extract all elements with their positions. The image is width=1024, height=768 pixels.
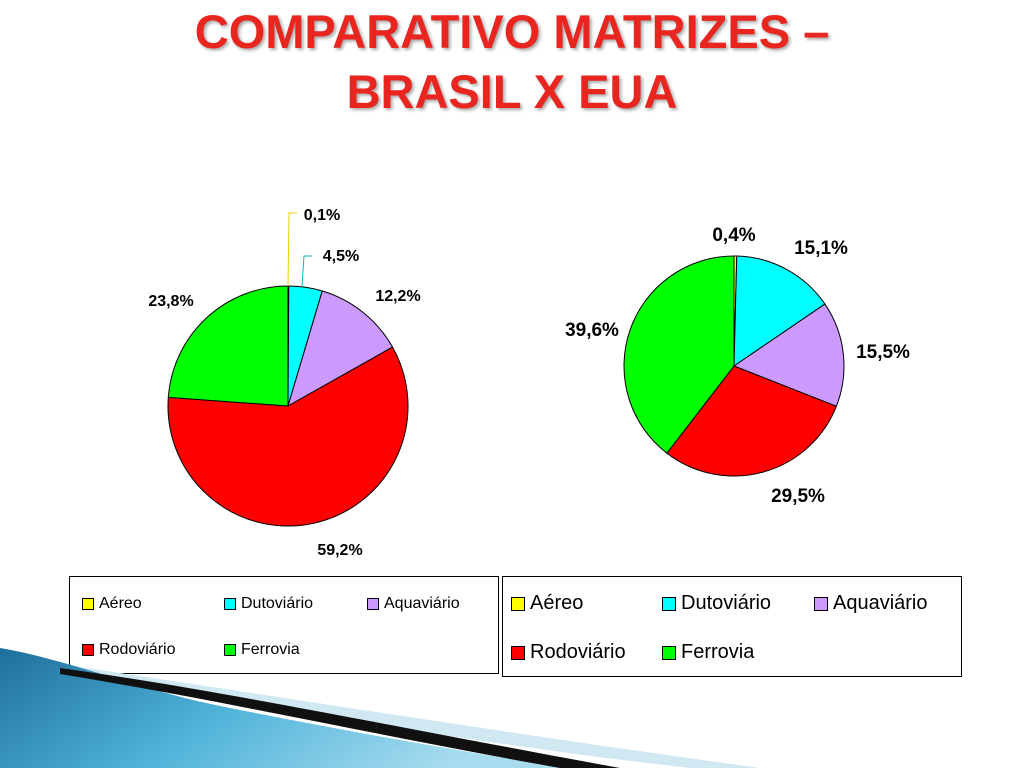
legend-item-aquaviario: Aquaviário [814, 592, 928, 615]
legend-item-rodoviario: Rodoviário [511, 641, 626, 664]
legend-swatch-aquaviario [367, 598, 379, 610]
legend-swatch-aereo [511, 596, 525, 611]
legend-brasil: Aéreo Dutoviário Aquaviário Rodoviário F… [69, 576, 499, 674]
pie-chart-eua: 0,4% 15,1% 15,5% 29,5% 39,6% [565, 225, 910, 507]
brasil-data-label-dutoviario: 4,5% [323, 248, 359, 265]
legend-item-ferrovia: Ferrovia [224, 641, 300, 659]
legend-label-dutoviario: Dutoviário [681, 592, 772, 614]
legend-swatch-aquaviario [814, 596, 828, 611]
legend-item-dutoviario: Dutoviário [662, 592, 771, 615]
eua-slice-aquaviario [732, 303, 845, 407]
eua-data-label-rodoviario: 29,5% [771, 486, 825, 507]
legend-label-ferrovia: Ferrovia [681, 641, 755, 663]
legend-swatch-rodoviario [511, 645, 525, 660]
slide-title: COMPARATIVO MATRIZES – BRASIL X EUA [0, 0, 1024, 122]
swoosh-blue-band [0, 648, 570, 768]
swoosh-dark-stripe [60, 668, 620, 768]
legend-item-aquaviario: Aquaviário [367, 595, 460, 613]
eua-data-label-ferrovia: 39,6% [565, 320, 619, 341]
brasil-slice-rodoviario [167, 346, 409, 527]
brasil-slice-ferrovia [167, 285, 289, 407]
brasil-leader-line-aereo [287, 212, 297, 287]
brasil-data-label-rodoviario: 59,2% [317, 542, 362, 559]
legend-swatch-ferrovia [224, 644, 236, 656]
brasil-data-label-ferrovia: 23,8% [148, 293, 193, 310]
legend-swatch-dutoviario [224, 598, 236, 610]
legend-eua: Aéreo Dutoviário Aquaviário Rodoviário F… [502, 576, 962, 677]
slide-title-line-1: COMPARATIVO MATRIZES – [194, 5, 830, 58]
brasil-slice-aquaviario [287, 290, 394, 408]
legend-label-dutoviario: Dutoviário [241, 595, 314, 612]
slide-title-line-2: BRASIL X EUA [346, 65, 678, 118]
legend-item-ferrovia: Ferrovia [662, 641, 754, 664]
legend-label-rodoviario: Rodoviário [99, 641, 176, 658]
brasil-leader-line-dutoviario [301, 255, 312, 287]
legend-swatch-dutoviario [662, 596, 676, 611]
legend-label-aquaviario: Aquaviário [384, 595, 460, 612]
legend-item-aereo: Aéreo [511, 592, 583, 615]
brasil-data-label-aquaviario: 12,2% [375, 288, 420, 305]
legend-label-aquaviario: Aquaviário [833, 592, 928, 614]
legend-swatch-ferrovia [662, 645, 676, 660]
legend-label-aereo: Aéreo [99, 595, 142, 612]
brasil-data-label-aereo: 0,1% [304, 207, 340, 224]
legend-item-rodoviario: Rodoviário [82, 641, 175, 659]
eua-slice-ferrovia [623, 255, 735, 454]
legend-label-aereo: Aéreo [530, 592, 584, 614]
pie-chart-brasil: 0,1% 4,5% 12,2% 59,2% 23,8% [148, 207, 420, 559]
eua-data-label-dutoviario: 15,1% [794, 238, 848, 259]
eua-data-label-aquaviario: 15,5% [856, 342, 910, 363]
legend-item-dutoviario: Dutoviário [224, 595, 313, 613]
legend-item-aereo: Aéreo [82, 595, 142, 613]
eua-slice-dutoviario [733, 255, 826, 367]
eua-data-label-aereo: 0,4% [712, 225, 755, 246]
legend-label-rodoviario: Rodoviário [530, 641, 626, 663]
eua-slice-rodoviario [666, 365, 838, 477]
legend-label-ferrovia: Ferrovia [241, 641, 300, 658]
legend-swatch-aereo [82, 598, 94, 610]
legend-swatch-rodoviario [82, 644, 94, 656]
